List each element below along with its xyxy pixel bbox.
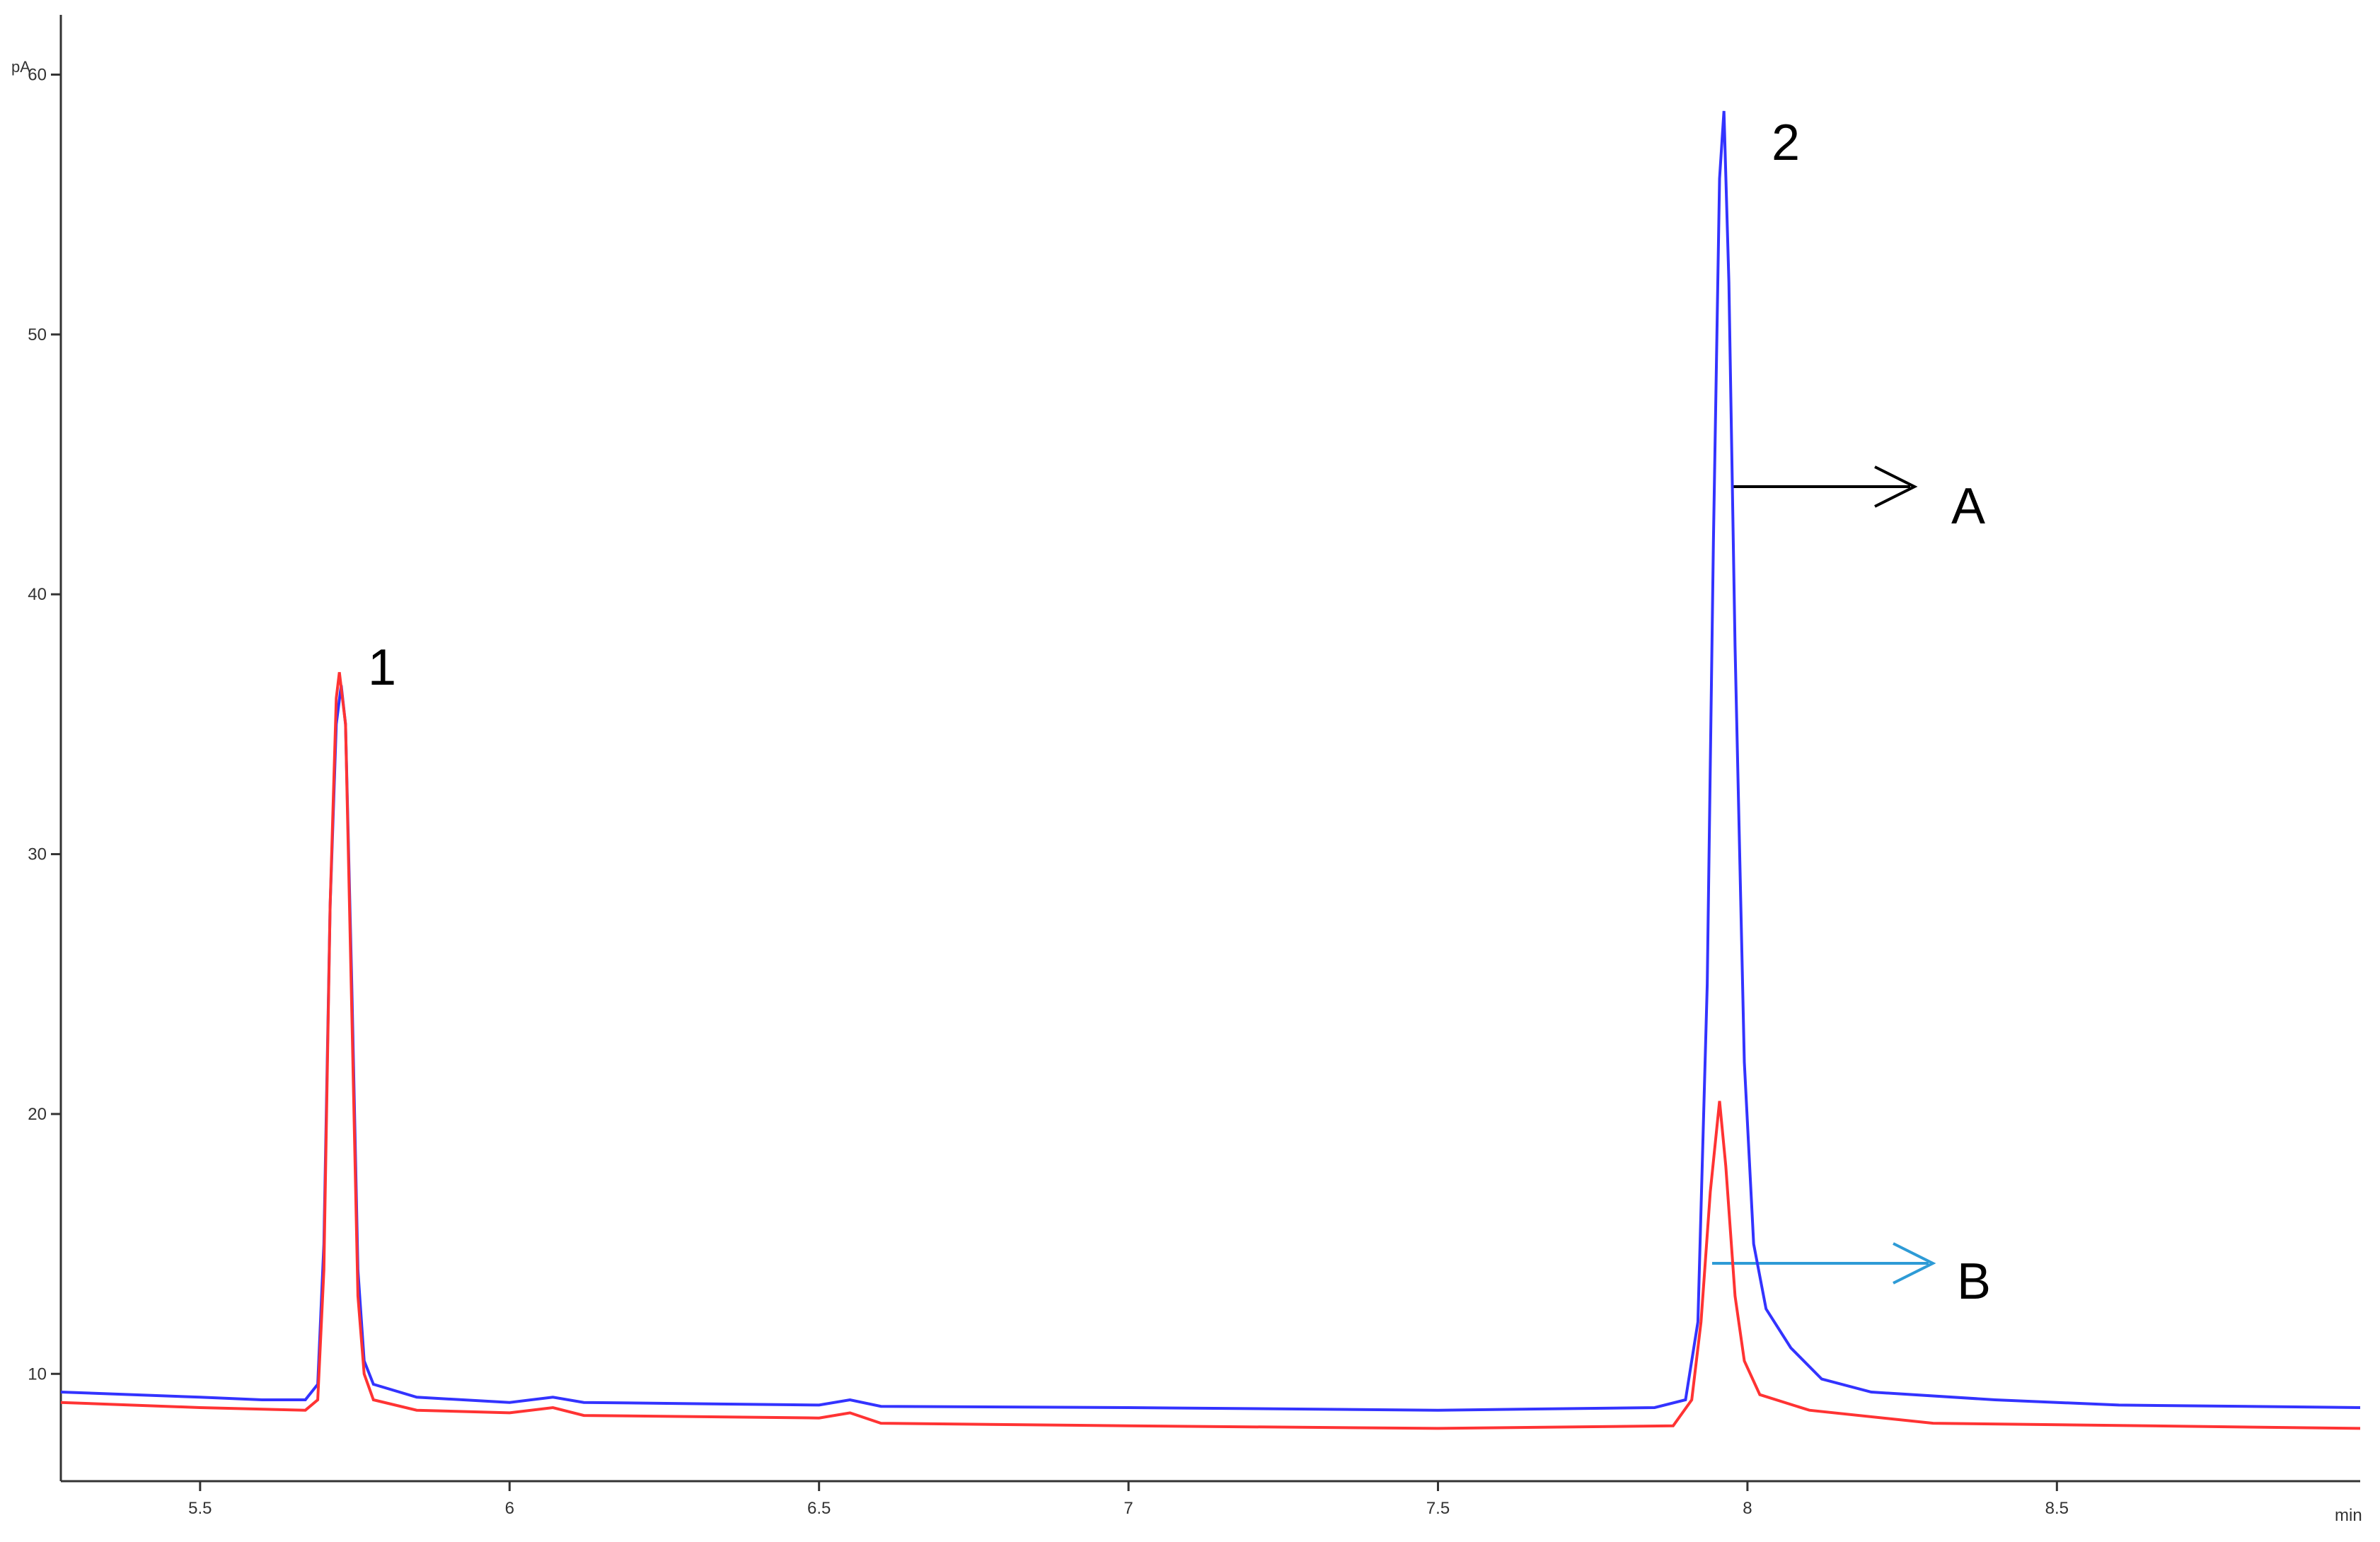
series-label: A xyxy=(1951,478,1985,535)
x-tick-label: 8.5 xyxy=(2045,1499,2069,1518)
y-axis-label: pA xyxy=(11,58,30,76)
x-tick-label: 7 xyxy=(1123,1499,1133,1518)
series-line xyxy=(60,672,2361,1430)
y-tick-label: 40 xyxy=(28,585,47,604)
x-tick-label: 6.5 xyxy=(807,1499,831,1518)
y-tick-label: 30 xyxy=(28,845,47,864)
series-label: B xyxy=(1957,1253,1991,1310)
peak-label: 2 xyxy=(1772,115,1800,171)
peak-label: 1 xyxy=(368,639,396,696)
y-tick-label: 50 xyxy=(28,325,47,344)
x-axis-label: min xyxy=(2335,1506,2362,1525)
y-tick-label: 60 xyxy=(28,65,47,84)
x-tick-label: 6 xyxy=(505,1499,514,1518)
series-line xyxy=(60,110,2361,1412)
x-tick-label: 7.5 xyxy=(1426,1499,1450,1518)
y-tick-label: 20 xyxy=(28,1105,47,1124)
arrow-a-head xyxy=(1874,465,1918,508)
x-tick-label: 8 xyxy=(1743,1499,1752,1518)
arrow-b-head xyxy=(1893,1242,1936,1285)
x-tick-label: 5.5 xyxy=(188,1499,212,1518)
y-tick-label: 10 xyxy=(28,1364,47,1384)
